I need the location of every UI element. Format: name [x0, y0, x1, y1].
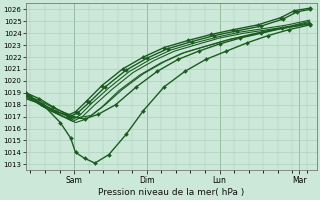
X-axis label: Pression niveau de la mer( hPa ): Pression niveau de la mer( hPa ) — [98, 188, 244, 197]
